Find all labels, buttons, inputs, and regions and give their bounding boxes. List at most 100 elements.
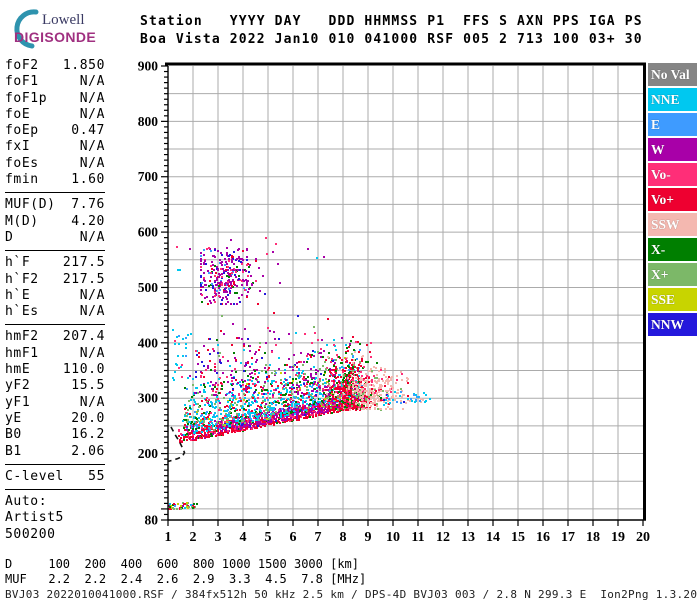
param-label: D bbox=[5, 229, 14, 245]
logo-lowell-text: Lowell bbox=[42, 12, 85, 28]
svg-text:1: 1 bbox=[165, 530, 172, 545]
param-value: N/A bbox=[79, 394, 105, 410]
svg-text:13: 13 bbox=[461, 530, 475, 545]
param-row-mufd: MUF(D) 7.76 bbox=[5, 197, 105, 213]
param-row-d: D N/A bbox=[5, 230, 105, 246]
param-row-fof1p: foF1p N/A bbox=[5, 91, 105, 107]
param-label: fxI bbox=[5, 139, 31, 155]
svg-text:11: 11 bbox=[411, 530, 424, 545]
param-label: yF1 bbox=[5, 394, 31, 410]
svg-text:19: 19 bbox=[611, 530, 625, 545]
param-label: foE bbox=[5, 106, 31, 122]
svg-text:8: 8 bbox=[340, 530, 347, 545]
param-value: 207.4 bbox=[62, 329, 105, 345]
param-value: N/A bbox=[79, 229, 105, 245]
panel-divider bbox=[5, 324, 105, 326]
param-label: hmF2 bbox=[5, 329, 39, 345]
svg-text:300: 300 bbox=[138, 391, 159, 406]
svg-text:9: 9 bbox=[365, 530, 372, 545]
param-label: M(D) bbox=[5, 213, 39, 229]
panel-divider bbox=[5, 489, 105, 491]
svg-text:15: 15 bbox=[511, 530, 525, 545]
param-value: 55 bbox=[88, 468, 105, 484]
param-row-hmf2: hmF2 207.4 bbox=[5, 329, 105, 345]
scaled-parameters-panel: foF2 1.850 foF1 N/A foF1p N/A foE N/A foEp 0.47 fx… bbox=[5, 58, 105, 543]
param-value: N/A bbox=[79, 345, 105, 361]
legend-item-w: W bbox=[648, 138, 697, 161]
legend-item-x-: X- bbox=[648, 238, 697, 261]
panel-divider bbox=[5, 250, 105, 252]
svg-text:600: 600 bbox=[138, 225, 159, 240]
param-row-clevel: C-level 55 bbox=[5, 469, 105, 485]
param-row-ye: yE 20.0 bbox=[5, 411, 105, 427]
param-value: 0.47 bbox=[71, 123, 105, 139]
svg-text:80: 80 bbox=[145, 513, 159, 528]
param-value: 2.06 bbox=[71, 443, 105, 459]
param-value: 16.2 bbox=[71, 427, 105, 443]
param-label: foEp bbox=[5, 123, 39, 139]
svg-text:800: 800 bbox=[138, 114, 159, 129]
param-value: 217.5 bbox=[62, 255, 105, 271]
param-row-md: M(D) 4.20 bbox=[5, 214, 105, 230]
panel-divider bbox=[5, 463, 105, 465]
param-label: hmE bbox=[5, 362, 31, 378]
param-label: MUF(D) bbox=[5, 197, 56, 213]
svg-text:12: 12 bbox=[436, 530, 450, 545]
param-value: N/A bbox=[79, 304, 105, 320]
legend-item-e: E bbox=[648, 113, 697, 136]
svg-text:16: 16 bbox=[536, 530, 550, 545]
param-row-b1: B1 2.06 bbox=[5, 444, 105, 460]
param-label: h`Es bbox=[5, 304, 39, 320]
doppler-direction-legend: No Val NNE E W Vo- Vo+ SSW X- X+ SSE NNW bbox=[648, 63, 697, 338]
param-value: 1.850 bbox=[62, 58, 105, 73]
svg-text:18: 18 bbox=[586, 530, 600, 545]
param-row-fxi: fxI N/A bbox=[5, 139, 105, 155]
param-row-hme: hmE 110.0 bbox=[5, 362, 105, 378]
param-label: yE bbox=[5, 410, 22, 426]
param-value: N/A bbox=[79, 90, 105, 106]
param-label: hmF1 bbox=[5, 345, 39, 361]
svg-text:14: 14 bbox=[486, 530, 500, 545]
plot-grid bbox=[168, 66, 643, 520]
svg-text:17: 17 bbox=[561, 530, 575, 545]
param-row-hf2: h`F2 217.5 bbox=[5, 272, 105, 288]
header-fields-row: Station YYYY DAY DDD HHMMSS P1 FFS S AXN… bbox=[140, 14, 643, 29]
svg-text:700: 700 bbox=[138, 169, 159, 184]
param-row-yf2: yF2 15.5 bbox=[5, 378, 105, 394]
param-value: N/A bbox=[79, 74, 105, 90]
param-footer-500200: 500200 bbox=[5, 527, 105, 543]
param-row-fof1: foF1 N/A bbox=[5, 74, 105, 90]
param-value: 20.0 bbox=[71, 410, 105, 426]
svg-text:500: 500 bbox=[138, 280, 159, 295]
param-row-fof2: foF2 1.850 bbox=[5, 58, 105, 74]
param-value: 7.76 bbox=[71, 197, 105, 213]
header-values-row: Boa Vista 2022 Jan10 010 041000 RSF 005 … bbox=[140, 32, 643, 47]
legend-item-nne: NNE bbox=[648, 88, 697, 111]
param-row-hf: h`F 217.5 bbox=[5, 255, 105, 271]
param-label: foF1p bbox=[5, 90, 48, 106]
scatter-points bbox=[168, 237, 431, 510]
param-value: 217.5 bbox=[62, 271, 105, 287]
param-label: yF2 bbox=[5, 378, 31, 394]
param-value: 15.5 bbox=[71, 378, 105, 394]
legend-item-ssw: SSW bbox=[648, 213, 697, 236]
param-row-foes: foEs N/A bbox=[5, 156, 105, 172]
param-label: h`F bbox=[5, 255, 31, 271]
param-row-foep: foEp 0.47 bbox=[5, 123, 105, 139]
svg-text:20: 20 bbox=[636, 530, 650, 545]
svg-text:6: 6 bbox=[290, 530, 297, 545]
param-footer-auto: Auto: bbox=[5, 494, 105, 510]
muf-row: MUF 2.2 2.2 2.4 2.6 2.9 3.3 4.5 7.8 [MHz… bbox=[5, 572, 367, 586]
param-footer-artist5: Artist5 bbox=[5, 510, 105, 526]
param-row-hes: h`Es N/A bbox=[5, 304, 105, 320]
param-label: C-level bbox=[5, 468, 64, 484]
panel-divider bbox=[5, 192, 105, 194]
param-value: N/A bbox=[79, 106, 105, 122]
legend-item-vo-: Vo- bbox=[648, 163, 697, 186]
digisonde-logo: Lowell DIGISONDE bbox=[6, 6, 126, 50]
param-value: N/A bbox=[79, 139, 105, 155]
svg-text:2: 2 bbox=[190, 530, 197, 545]
param-label: h`E bbox=[5, 287, 31, 303]
param-label: fmin bbox=[5, 172, 39, 188]
